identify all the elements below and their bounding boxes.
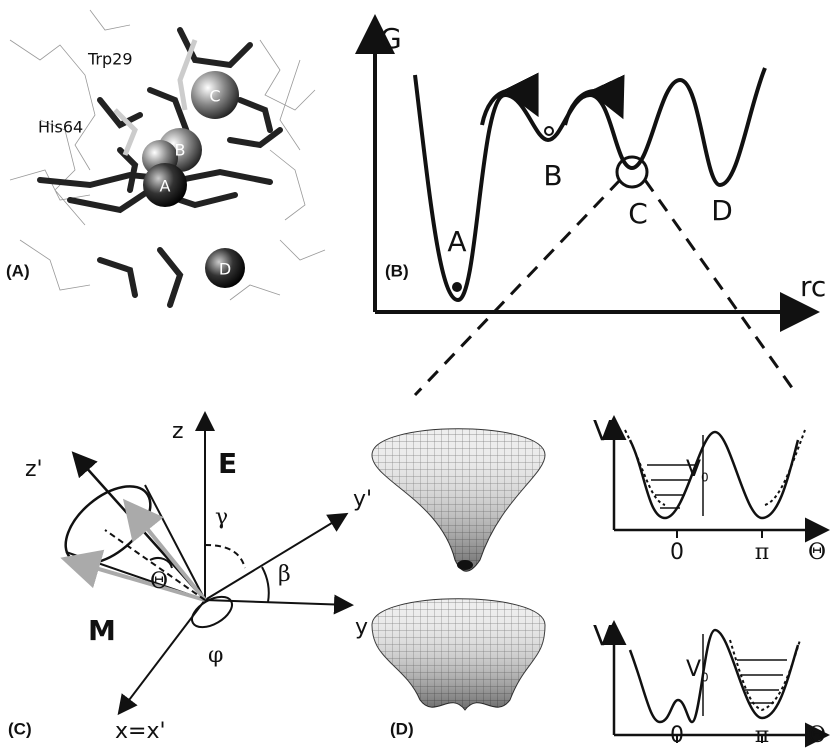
x-tick-label: π [755,540,769,565]
axis-label: y' [353,487,372,512]
dipole-label: M [88,614,116,647]
axis-label: x=x' [115,719,166,744]
figure: Trp29 His64 A B C D (A) G rc A B C D (B)… [0,0,832,748]
y-axis-label: V [593,414,612,447]
x-axis-label: Θ [808,723,826,748]
angle-label: β [278,562,291,587]
barrier-label: V [686,457,701,482]
axis-label: z' [25,457,43,482]
x-tick-label: 0 [670,540,684,565]
axis-label: y [355,615,368,640]
x-axis-label: rc [800,270,826,303]
potential-curve [630,630,798,722]
potential-curve [630,432,798,518]
dipole-arrow [68,560,205,600]
state-marker [452,282,462,292]
site-label: C [209,87,220,106]
panel-label: (A) [6,261,30,280]
axis-label: z [172,419,184,444]
state-label: B [543,159,562,192]
gamma-arc [205,545,245,568]
barrier-subscript: 0 [701,471,709,485]
panel-label: (D) [390,719,414,738]
harmonic-approx [625,430,805,505]
x-tick-label: 0 [670,723,684,748]
angle-label: γ [215,505,228,530]
state-label: A [447,225,466,258]
state-label: D [711,194,733,227]
state-label: C [628,197,648,230]
energy-levels [737,660,787,703]
tick-mark [677,530,762,743]
angle-label: φ [208,643,223,668]
site-label: A [160,177,171,196]
panel-a: Trp29 His64 A B C D (A) [6,10,325,305]
beta-arc [262,567,269,602]
barrier-subscript: 0 [701,671,709,685]
y-axis-label: G [380,22,402,55]
surface [372,599,545,710]
residue-label: Trp29 [87,50,133,69]
y-axis-label: V [593,619,612,652]
panel-label: (C) [8,719,32,738]
x-axis-label: Θ [808,540,826,565]
panel-d: V V 0 0 π Θ V V 0 0 π Θ (D) [372,0,826,748]
barrier-label: V [686,657,701,682]
energy-curve [415,68,765,300]
surface [372,429,545,572]
field-label: E [218,447,237,480]
site-label: B [175,141,186,160]
residue-label: His64 [38,118,83,137]
state-marker [545,127,553,135]
panel-label: (B) [385,261,409,280]
panel-b: G rc A B C D (B) [375,22,826,395]
panel-c [52,415,350,712]
angle-label: Θ [150,569,168,594]
x-tick-label: π [755,723,769,748]
y-axis [205,600,350,605]
zoom-circle [617,157,647,187]
site-label: D [219,260,231,279]
